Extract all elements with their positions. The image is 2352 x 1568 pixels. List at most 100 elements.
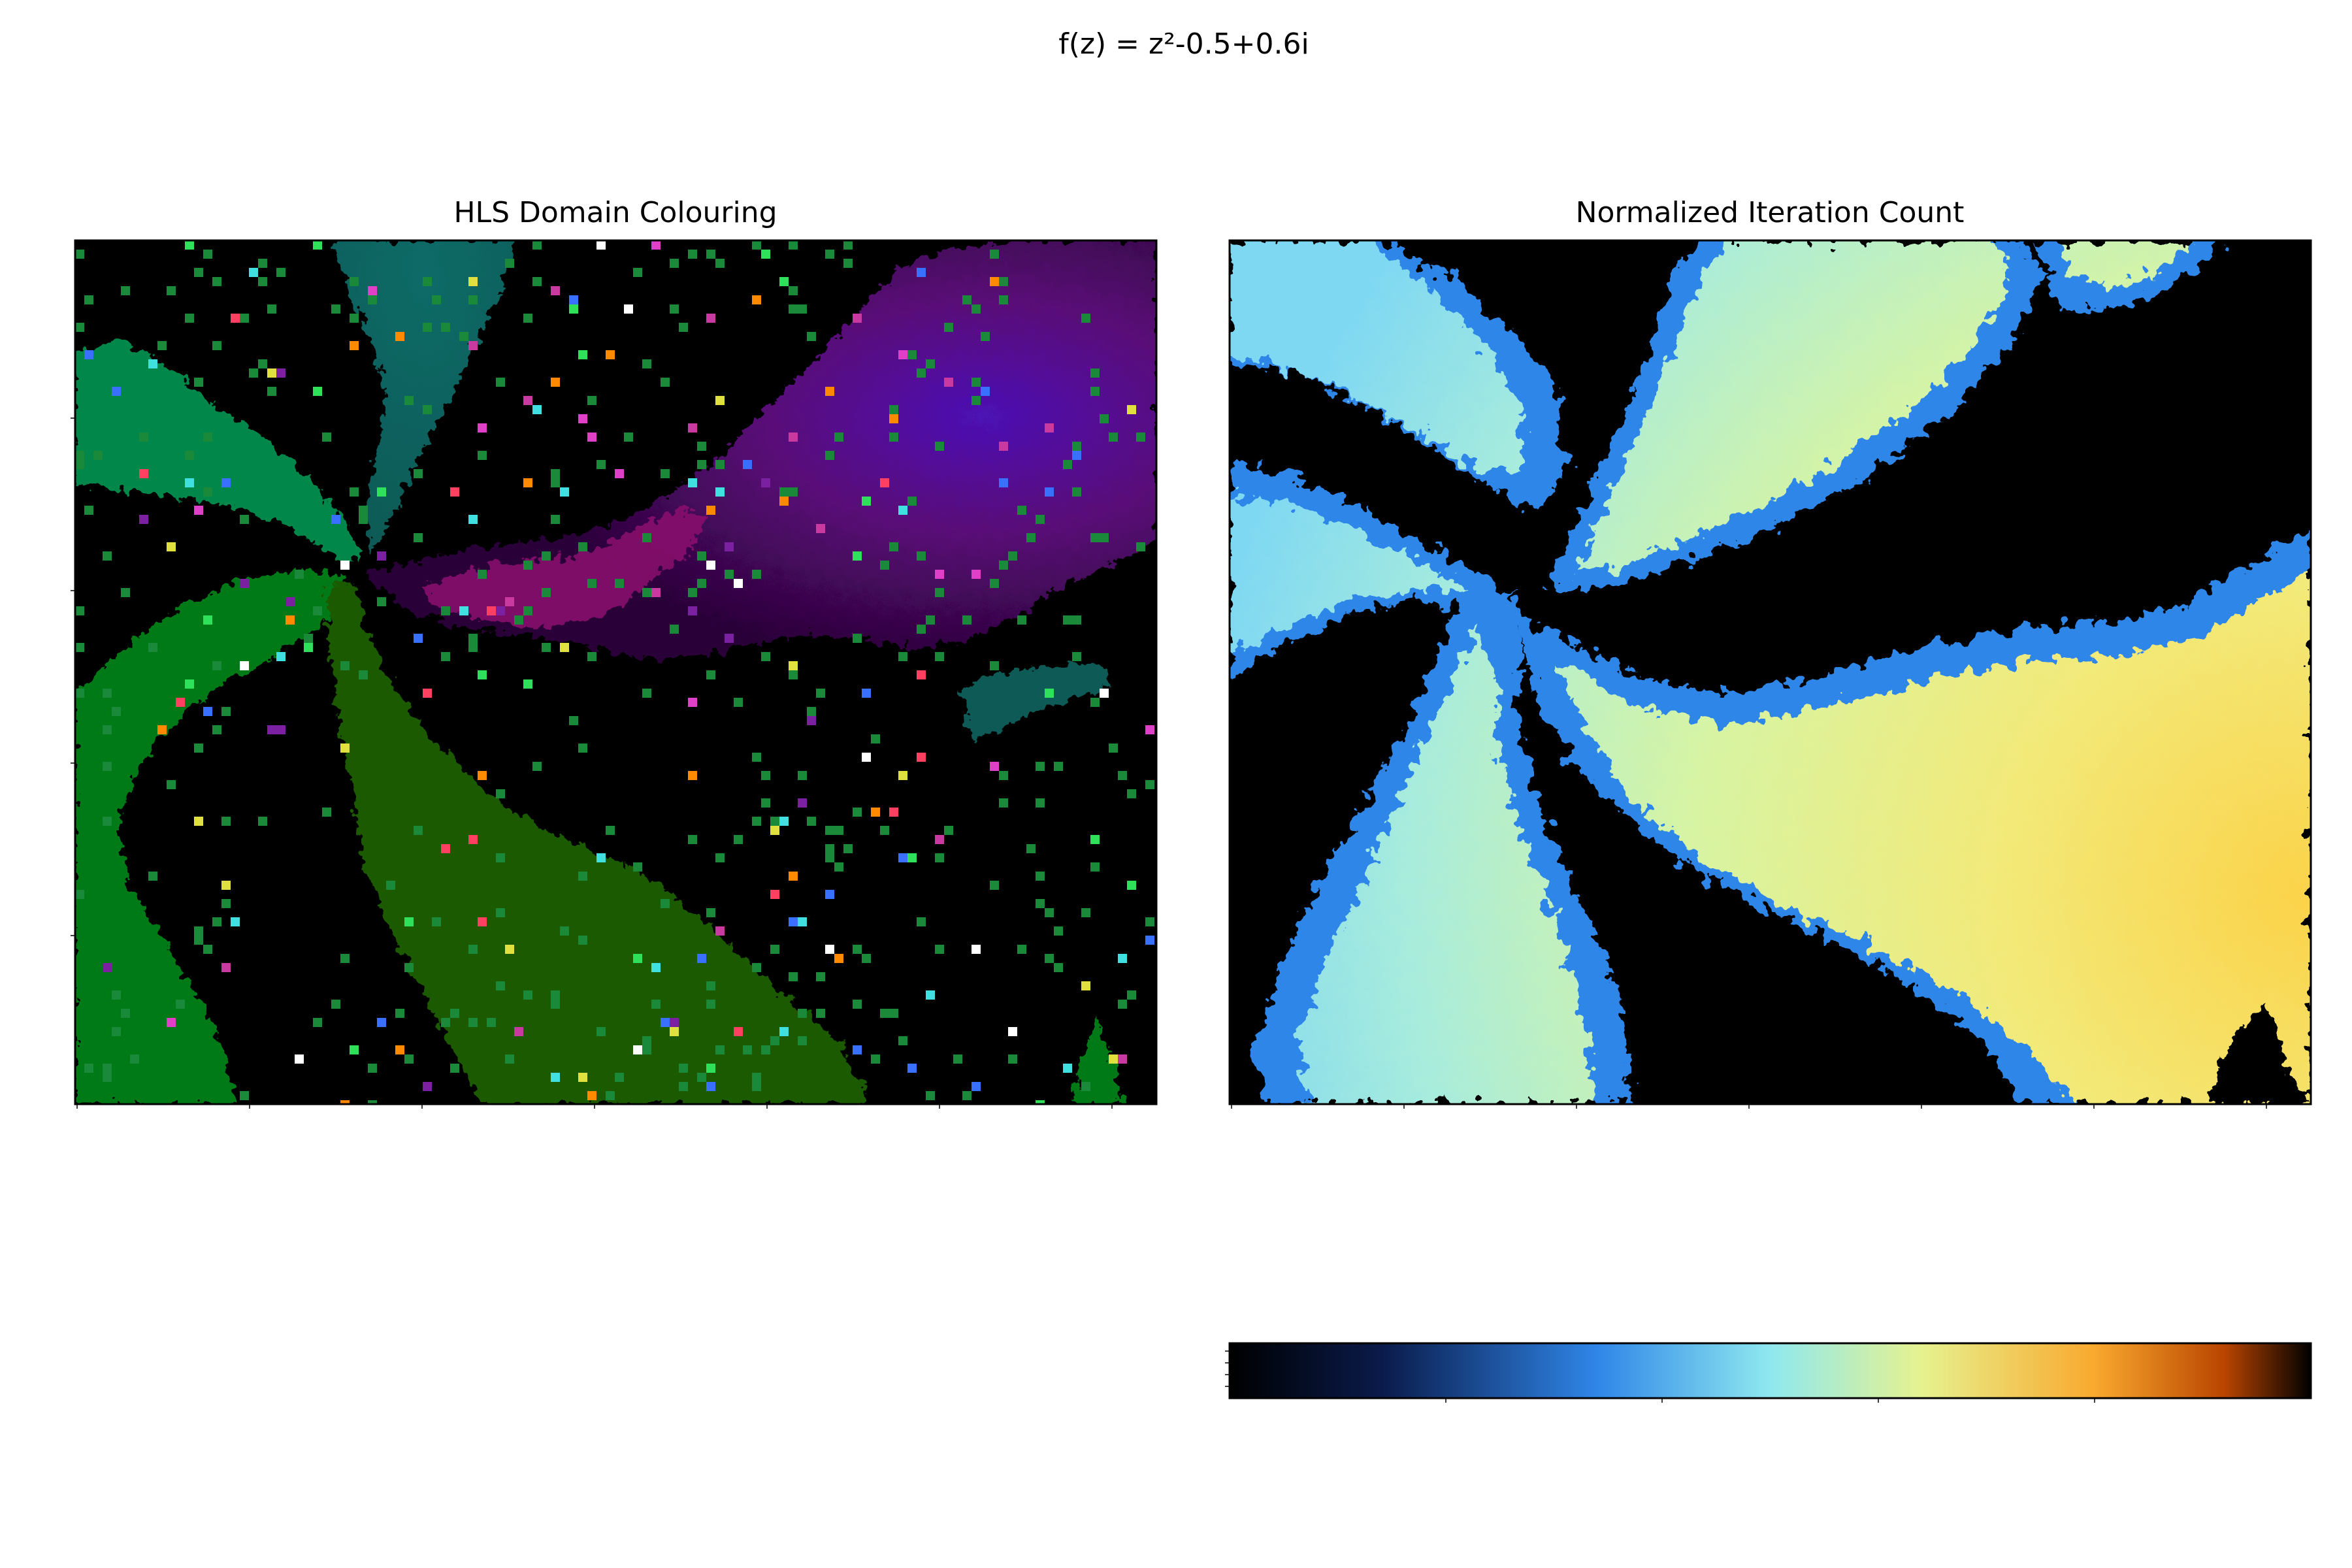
hls-noise-pixel — [1008, 1027, 1017, 1036]
hls-noise-pixel — [1036, 1100, 1045, 1104]
hls-noise-pixel — [532, 762, 542, 771]
hls-noise-pixel — [551, 286, 560, 295]
hls-axes-frame — [74, 239, 1158, 1105]
hls-noise-pixel — [734, 698, 743, 707]
hls-noise-pixel — [926, 1091, 935, 1100]
hls-noise-pixel — [999, 561, 1008, 570]
hls-noise-pixel — [825, 826, 834, 835]
hls-noise-pixel — [587, 1091, 596, 1100]
hls-noise-pixel — [1072, 652, 1081, 661]
hls-noise-pixel — [825, 945, 834, 954]
hls-noise-pixel — [75, 460, 84, 469]
hls-noise-pixel — [679, 1064, 688, 1073]
hls-region-green — [75, 568, 346, 1104]
hls-noise-pixel — [496, 853, 505, 862]
hls-noise-pixel — [286, 597, 295, 606]
hls-noise-pixel — [661, 899, 670, 908]
hls-noise-pixel — [990, 881, 999, 890]
hls-noise-pixel — [798, 304, 807, 314]
hls-noise-pixel — [889, 1009, 898, 1018]
hls-noise-pixel — [221, 478, 231, 487]
hls-noise-pixel — [1145, 936, 1154, 945]
hls-noise-pixel — [761, 250, 770, 259]
hls-noise-pixel — [1063, 1064, 1072, 1073]
hls-noise-pixel — [816, 689, 825, 698]
hls-noise-pixel — [313, 606, 322, 615]
hls-noise-pixel — [706, 1000, 715, 1009]
hls-noise-pixel — [478, 771, 487, 780]
hls-noise-pixel — [103, 817, 112, 826]
hls-noise-pixel — [1045, 908, 1054, 917]
hls-noise-pixel — [944, 323, 953, 332]
hls-noise-pixel — [267, 368, 276, 378]
hls-noise-pixel — [935, 945, 944, 954]
hls-noise-pixel — [752, 570, 761, 579]
hls-noise-pixel — [1036, 515, 1045, 524]
hls-noise-pixel — [706, 981, 715, 990]
hls-noise-pixel — [935, 588, 944, 597]
hls-noise-pixel — [569, 716, 578, 725]
hls-noise-pixel — [615, 1073, 624, 1082]
hls-noise-pixel — [350, 277, 359, 286]
hls-noise-pixel — [789, 286, 798, 295]
hls-noise-pixel — [789, 661, 798, 670]
hls-noise-pixel — [907, 350, 917, 359]
hls-noise-pixel — [944, 826, 953, 835]
hls-noise-pixel — [725, 634, 734, 643]
hls-noise-pixel — [505, 1054, 514, 1064]
hls-noise-pixel — [468, 643, 478, 652]
hls-noise-pixel — [185, 240, 194, 250]
hls-noise-pixel — [523, 990, 532, 1000]
hls-noise-pixel — [276, 652, 286, 661]
hls-noise-pixel — [715, 853, 725, 862]
hls-noise-pixel — [258, 817, 267, 826]
hls-noise-pixel — [157, 725, 167, 734]
hls-noise-pixel — [843, 240, 853, 250]
hls-noise-pixel — [441, 606, 450, 615]
hls-noise-pixel — [368, 295, 377, 304]
hls-noise-pixel — [587, 652, 596, 661]
hls-noise-pixel — [551, 378, 560, 387]
hls-region-teal — [333, 240, 516, 555]
hls-noise-pixel — [944, 378, 953, 387]
hls-noise-pixel — [468, 341, 478, 350]
hls-noise-pixel — [121, 286, 130, 295]
hls-noise-pixel — [231, 917, 240, 926]
hls-noise-pixel — [752, 240, 761, 250]
hls-noise-pixel — [313, 387, 322, 396]
hls-noise-pixel — [734, 1027, 743, 1036]
hls-noise-pixel — [112, 1027, 121, 1036]
hls-noise-pixel — [103, 725, 112, 734]
hls-noise-pixel — [972, 396, 981, 405]
hls-noise-pixel — [633, 862, 642, 872]
hls-noise-pixel — [212, 341, 221, 350]
hls-noise-pixel — [999, 295, 1008, 304]
hls-noise-pixel — [414, 826, 423, 835]
hls-noise-pixel — [633, 268, 642, 277]
hls-noise-pixel — [981, 387, 990, 396]
hls-noise-pixel — [926, 359, 935, 368]
hls-noise-pixel — [862, 689, 871, 698]
hls-noise-pixel — [651, 1000, 661, 1009]
iter-arm-main — [1555, 575, 2311, 1104]
hls-noise-pixel — [267, 387, 276, 396]
hls-noise-pixel — [843, 844, 853, 853]
hls-noise-pixel — [103, 1073, 112, 1082]
hls-noise-pixel — [258, 359, 267, 368]
hls-noise-pixel — [167, 1018, 176, 1027]
hls-noise-pixel — [203, 615, 212, 625]
hls-noise-pixel — [276, 268, 286, 277]
hls-noise-pixel — [560, 487, 569, 497]
hls-noise-pixel — [194, 936, 203, 945]
hls-noise-pixel — [75, 890, 84, 899]
hls-noise-pixel — [203, 433, 212, 442]
hls-noise-pixel — [1136, 433, 1145, 442]
hls-region-seagreen — [75, 340, 363, 562]
iter-arm-left — [1230, 497, 1470, 653]
hls-noise-pixel — [478, 423, 487, 433]
hls-noise-pixel — [596, 460, 606, 469]
hls-noise-pixel — [203, 945, 212, 954]
hls-region-teal-small — [960, 663, 1111, 738]
hls-noise-pixel — [743, 1045, 752, 1054]
hls-noise-pixel — [551, 990, 560, 1000]
